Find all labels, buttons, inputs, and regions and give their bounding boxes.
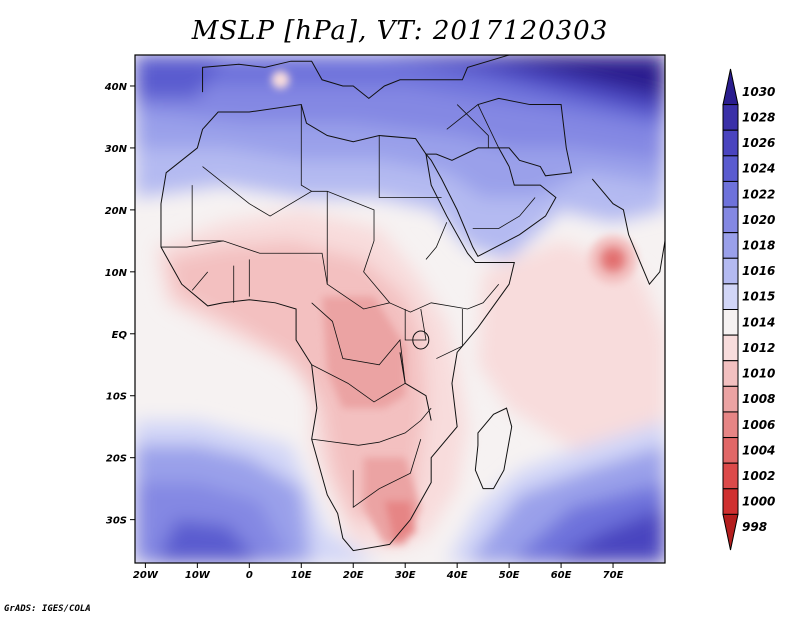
border-line xyxy=(311,364,406,403)
colorbar-segment xyxy=(722,437,739,464)
colorbar-label: 1012 xyxy=(742,341,775,355)
y-tick-label: 20N xyxy=(105,206,128,217)
border-line xyxy=(191,185,224,242)
colorbar-label: 1020 xyxy=(742,213,775,227)
border-line xyxy=(202,166,500,313)
border-line xyxy=(436,309,463,359)
colorbar-label: 1008 xyxy=(742,392,775,406)
lake-victoria xyxy=(412,330,430,350)
x-tick-label: 10E xyxy=(291,570,312,581)
border-line xyxy=(378,135,442,198)
field-north-1030 xyxy=(483,55,665,99)
x-tick-label: 10W xyxy=(185,570,211,581)
border-line xyxy=(326,191,390,310)
pressure-field xyxy=(135,55,665,563)
x-tick-label: 20W xyxy=(133,570,159,581)
colorbar-label: 1016 xyxy=(742,264,775,278)
madagascar-coast xyxy=(474,407,513,490)
europe-coast xyxy=(202,55,510,100)
field-indian-1012 xyxy=(477,240,665,458)
colorbar-segment xyxy=(722,257,739,285)
map-title: MSLP [hPa], VT: 2017120303 xyxy=(191,16,609,46)
border-line xyxy=(456,104,489,148)
y-tick-label: 20S xyxy=(106,454,127,465)
coastlines xyxy=(160,55,665,552)
med-low xyxy=(271,70,290,89)
colorbar-segment xyxy=(722,385,739,413)
colorbar-label: 1014 xyxy=(742,315,775,329)
field-sa-1024 xyxy=(155,519,260,563)
border-line xyxy=(160,240,328,285)
y-axis: 40N 30N 20N 10N EQ 10S 20S 30S xyxy=(104,82,135,527)
colorbar-segment xyxy=(722,283,739,310)
low-center xyxy=(607,253,620,266)
colorbar-segment xyxy=(722,180,739,208)
colorbar-label: 1006 xyxy=(742,418,775,432)
colorbar: 1030 1028 1026 1024 1022 1020 1018 1016 1015 1014… xyxy=(722,68,775,551)
border-line xyxy=(311,302,406,384)
colorbar-segment xyxy=(722,232,739,259)
colorbar-segment xyxy=(722,360,739,387)
field-1006 xyxy=(384,501,416,545)
x-tick-label: 60E xyxy=(551,570,572,581)
colorbar-label: 998 xyxy=(742,520,767,534)
border-line xyxy=(191,271,209,291)
india-coast xyxy=(591,178,665,286)
x-tick-label: 50E xyxy=(499,570,520,581)
border-line xyxy=(472,197,536,229)
colorbar-label: 1030 xyxy=(742,85,775,99)
colorbar-label: 1000 xyxy=(742,495,775,509)
arabia-coast xyxy=(424,147,557,258)
colorbar-label: 1010 xyxy=(742,367,775,381)
field-si-1026 xyxy=(550,507,665,563)
border-line xyxy=(311,407,432,446)
colorbar-segment xyxy=(722,206,739,234)
africa-coast xyxy=(160,104,515,552)
colorbar-segment xyxy=(722,129,739,157)
colorbar-label: 1026 xyxy=(742,136,775,150)
y-tick-label: 30S xyxy=(106,516,127,527)
colorbar-bottom-arrow xyxy=(722,513,739,551)
colorbar-segment xyxy=(722,309,739,336)
x-tick-label: 20E xyxy=(343,570,364,581)
x-tick-label: 40E xyxy=(446,570,468,581)
y-tick-label: EQ xyxy=(112,330,128,341)
colorbar-label: 1022 xyxy=(742,187,775,201)
border-line xyxy=(352,438,422,509)
colorbar-top-arrow xyxy=(722,68,739,106)
y-tick-label: 10S xyxy=(106,392,127,403)
colorbar-segment xyxy=(722,104,739,131)
colorbar-segment xyxy=(722,488,739,515)
colorbar-label: 1024 xyxy=(742,162,775,176)
x-tick-label: 30E xyxy=(395,570,416,581)
colorbar-segment xyxy=(722,462,739,490)
colorbar-segment xyxy=(722,411,739,439)
colorbar-label: 1018 xyxy=(742,238,775,252)
colorbar-label: 1015 xyxy=(742,290,775,304)
border-line xyxy=(425,222,448,260)
rift-lakes xyxy=(399,352,432,421)
plot-frame xyxy=(134,54,666,564)
y-tick-label: 30N xyxy=(105,144,128,155)
border-line xyxy=(404,308,427,341)
colorbar-label: 1002 xyxy=(742,469,775,483)
y-tick-label: 40N xyxy=(104,82,128,93)
colorbar-label: 1004 xyxy=(742,443,775,457)
border-line xyxy=(300,104,312,192)
x-axis: 20W 10W 0 10E 20E 30E 40E 50E 60E 70E xyxy=(133,563,624,581)
border-line xyxy=(446,103,500,149)
field-nw-1024 xyxy=(135,55,224,99)
x-tick-label: 0 xyxy=(246,570,253,581)
y-tick-label: 10N xyxy=(105,268,128,279)
x-tick-label: 70E xyxy=(603,570,624,581)
colorbar-segment xyxy=(722,334,739,362)
colorbar-segment xyxy=(722,155,739,182)
credit-text: GrADS: IGES/COLA xyxy=(4,604,91,614)
iran-coast xyxy=(477,97,573,177)
colorbar-label: 1028 xyxy=(742,110,775,124)
